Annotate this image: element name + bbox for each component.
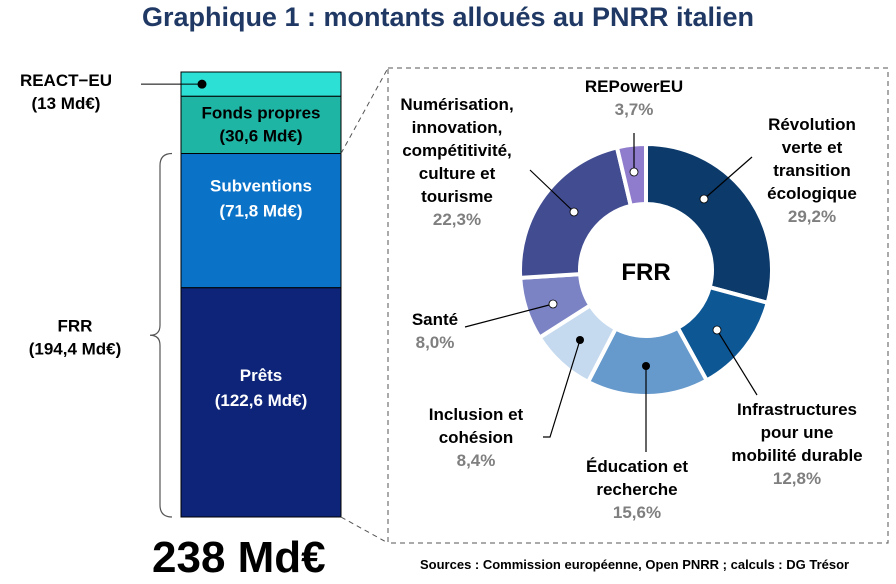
donut-pct-sante: 8,0% bbox=[416, 333, 455, 352]
donut-leader-num bbox=[529, 169, 575, 213]
donut-label-incl: Inclusion et cohésion bbox=[429, 405, 524, 447]
donut-leader-dot-sante bbox=[548, 299, 558, 309]
donut-label-rep: REPowerEU bbox=[585, 77, 683, 96]
donut-label-num: Numérisation, innovation, compétitivité, cu… bbox=[400, 95, 513, 206]
connector-top bbox=[340, 67, 389, 154]
donut-pct-educ: 15,6% bbox=[613, 503, 661, 522]
donut-pct-incl: 8,4% bbox=[457, 451, 496, 470]
donut-pct-rev: 29,2% bbox=[788, 207, 836, 226]
donut-leader-dot-educ bbox=[642, 362, 650, 370]
bar-segment-subv bbox=[180, 153, 342, 289]
donut-label-sante: Santé bbox=[412, 310, 458, 329]
donut-slice-rev bbox=[644, 141, 774, 306]
bar-label-react: REACT−EU (13 Md€) bbox=[20, 71, 112, 113]
donut-leader-dot-rep bbox=[629, 167, 639, 177]
donut-dashed-frame bbox=[387, 67, 889, 544]
donut-leader-sante bbox=[464, 303, 554, 328]
frr-brace bbox=[149, 152, 173, 518]
donut-pct-infra: 12,8% bbox=[773, 469, 821, 488]
page-title: Graphique 1 : montants alloués au PNRR i… bbox=[141, 2, 755, 32]
donut-leader-dot-rev bbox=[699, 194, 709, 204]
donut-pct-num: 22,3% bbox=[433, 210, 481, 229]
donut-leader-rev bbox=[703, 156, 753, 200]
bar-label-prets: Prêts (122,6 Md€) bbox=[215, 366, 308, 410]
total-amount: 238 Md€ bbox=[152, 533, 326, 582]
donut-label-rev: Révolution verte et transition écologique bbox=[767, 115, 857, 203]
frr-brace-label: FRR (194,4 Md€) bbox=[29, 316, 122, 358]
connector-bottom bbox=[340, 516, 389, 544]
bar-segment-fonds bbox=[180, 95, 342, 155]
donut-leader-infra bbox=[716, 329, 758, 396]
donut-center-label: FRR bbox=[621, 259, 670, 286]
donut-label-educ: Éducation et recherche bbox=[586, 457, 688, 499]
bar-segment-prets bbox=[180, 287, 342, 518]
donut-label-infra: Infrastructures pour une mobilité durable bbox=[731, 400, 862, 465]
donut-leader-dot-infra bbox=[712, 325, 722, 335]
donut-pct-rep: 3,7% bbox=[615, 100, 654, 119]
bar-label-subv: Subventions (71,8 Md€) bbox=[210, 177, 312, 221]
donut-leader-incl bbox=[543, 339, 581, 438]
react-leader-dot bbox=[197, 79, 207, 89]
bar-segment-react bbox=[180, 71, 342, 97]
donut-leader-dot-num bbox=[569, 207, 579, 217]
sources-note: Sources : Commission européenne, Open PN… bbox=[420, 557, 850, 572]
bar-label-fonds: Fonds propres (30,6 Md€) bbox=[201, 103, 320, 145]
donut-leader-dot-incl bbox=[576, 336, 584, 344]
